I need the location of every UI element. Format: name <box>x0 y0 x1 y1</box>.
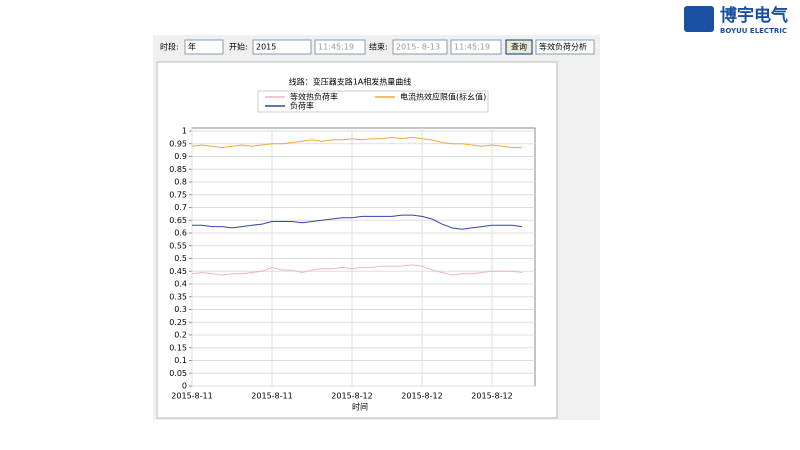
series-line <box>191 264 523 276</box>
period-select[interactable] <box>184 39 224 55</box>
y-tick-label: 0.8 <box>174 178 187 187</box>
x-tick-label: 2015-8-12 <box>471 392 512 401</box>
x-tick-label: 2015-8-11 <box>251 392 292 401</box>
y-tick-label: 0.65 <box>169 216 187 225</box>
query-label: 查询 <box>511 42 527 52</box>
legend-label: 负荷率 <box>290 101 314 111</box>
y-tick-label: 0.35 <box>169 292 187 301</box>
query-button[interactable] <box>505 39 533 55</box>
logo-subtitle: BOYUU ELECTRIC <box>720 27 787 35</box>
y-tick-label: 0.55 <box>169 241 187 250</box>
y-tick-label: 0.1 <box>174 356 187 365</box>
analysis-value: 等效负荷分析 <box>539 42 587 52</box>
y-tick-label: 0.7 <box>174 203 187 212</box>
y-tick-label: 0.25 <box>169 318 187 327</box>
start-time[interactable] <box>314 39 366 55</box>
y-tick-label: 0.75 <box>169 190 187 199</box>
x-tick-label: 2015-8-12 <box>401 392 442 401</box>
start-time-value: 11:45:19 <box>318 43 354 52</box>
end-time-value: 11:45:19 <box>454 43 490 52</box>
start-select[interactable] <box>252 39 312 55</box>
series-line <box>191 136 522 149</box>
y-tick-label: 0.05 <box>169 369 187 378</box>
series-line <box>192 214 523 230</box>
x-tick-label: 2015-8-11 <box>171 392 212 401</box>
toolbar: 时段: 年 开始: 2015 11:45:19 结束: 2015- 8-13 1… <box>160 39 595 55</box>
chart-panel <box>156 61 558 419</box>
end-time[interactable] <box>450 39 502 55</box>
x-axis-label: 时间 <box>352 402 368 412</box>
y-tick-label: 0.95 <box>169 139 187 148</box>
logo: 博宇电气 BOYUU ELECTRIC <box>684 5 788 35</box>
y-tick-label: 0.6 <box>174 229 187 238</box>
x-tick-label: 2015-8-12 <box>331 392 372 401</box>
logo-icon <box>684 6 714 32</box>
logo-name: 博宇电气 <box>720 5 788 26</box>
legend <box>257 90 489 113</box>
analysis-select[interactable] <box>535 39 595 55</box>
y-tick-label: 0.15 <box>169 343 187 352</box>
y-tick-label: 0.9 <box>174 152 187 161</box>
start-value: 2015 <box>256 43 276 52</box>
period-value: 年 <box>188 42 196 52</box>
y-tick-label: 0.3 <box>174 305 187 314</box>
period-label: 时段: <box>160 42 179 52</box>
y-tick-label: 0 <box>182 382 187 391</box>
y-tick-label: 0.4 <box>174 280 187 289</box>
y-tick-label: 0.2 <box>174 331 187 340</box>
y-tick-label: 0.5 <box>174 254 187 263</box>
end-value: 2015- 8-13 <box>396 43 440 52</box>
legend-label: 电流热效应限值(标幺值) <box>400 92 486 102</box>
y-tick-label: 1 <box>182 127 187 136</box>
end-select[interactable] <box>392 39 448 55</box>
y-tick-label: 0.45 <box>169 267 187 276</box>
start-label: 开始: <box>229 42 248 52</box>
end-label: 结束: <box>369 42 388 52</box>
legend-label: 等效热负荷率 <box>290 92 338 102</box>
chart-title: 线路：变压器支路1A相发热量曲线 <box>289 77 412 87</box>
y-tick-label: 0.85 <box>169 165 187 174</box>
